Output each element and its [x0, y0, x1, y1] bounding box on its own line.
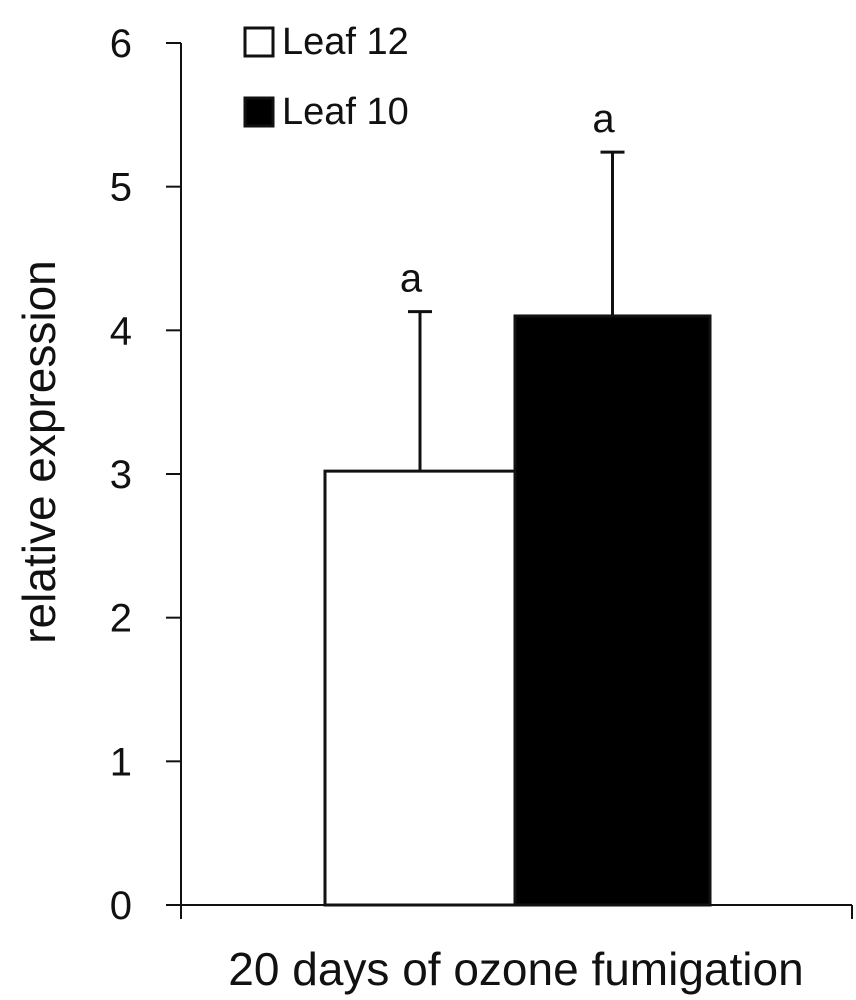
x-axis-title: 20 days of ozone fumigation	[228, 943, 803, 995]
bar-leaf-10	[513, 314, 712, 907]
y-axis-title: relative expression	[13, 260, 65, 644]
bars	[323, 150, 712, 907]
legend-label: Leaf 12	[282, 21, 409, 63]
legend-label: Leaf 10	[282, 91, 409, 133]
y-tick-label: 6	[110, 22, 132, 66]
labels: 20 days of ozone fumigation relative expr…	[13, 97, 804, 995]
legend: Leaf 12 Leaf 10	[243, 21, 409, 133]
axes: 0 1 2 3 4 5 6	[110, 22, 853, 928]
y-tick-label: 4	[110, 309, 132, 353]
y-tick-label: 0	[110, 884, 132, 928]
legend-swatch	[243, 96, 275, 128]
bar-leaf-12	[323, 469, 517, 907]
y-tick-label: 3	[110, 453, 132, 497]
y-tick-label: 2	[110, 597, 132, 641]
y-tick-label: 5	[110, 166, 132, 210]
significance-label: a	[592, 97, 615, 141]
y-tick-label: 1	[110, 740, 132, 784]
legend-swatch	[243, 26, 275, 58]
significance-label: a	[400, 257, 423, 301]
